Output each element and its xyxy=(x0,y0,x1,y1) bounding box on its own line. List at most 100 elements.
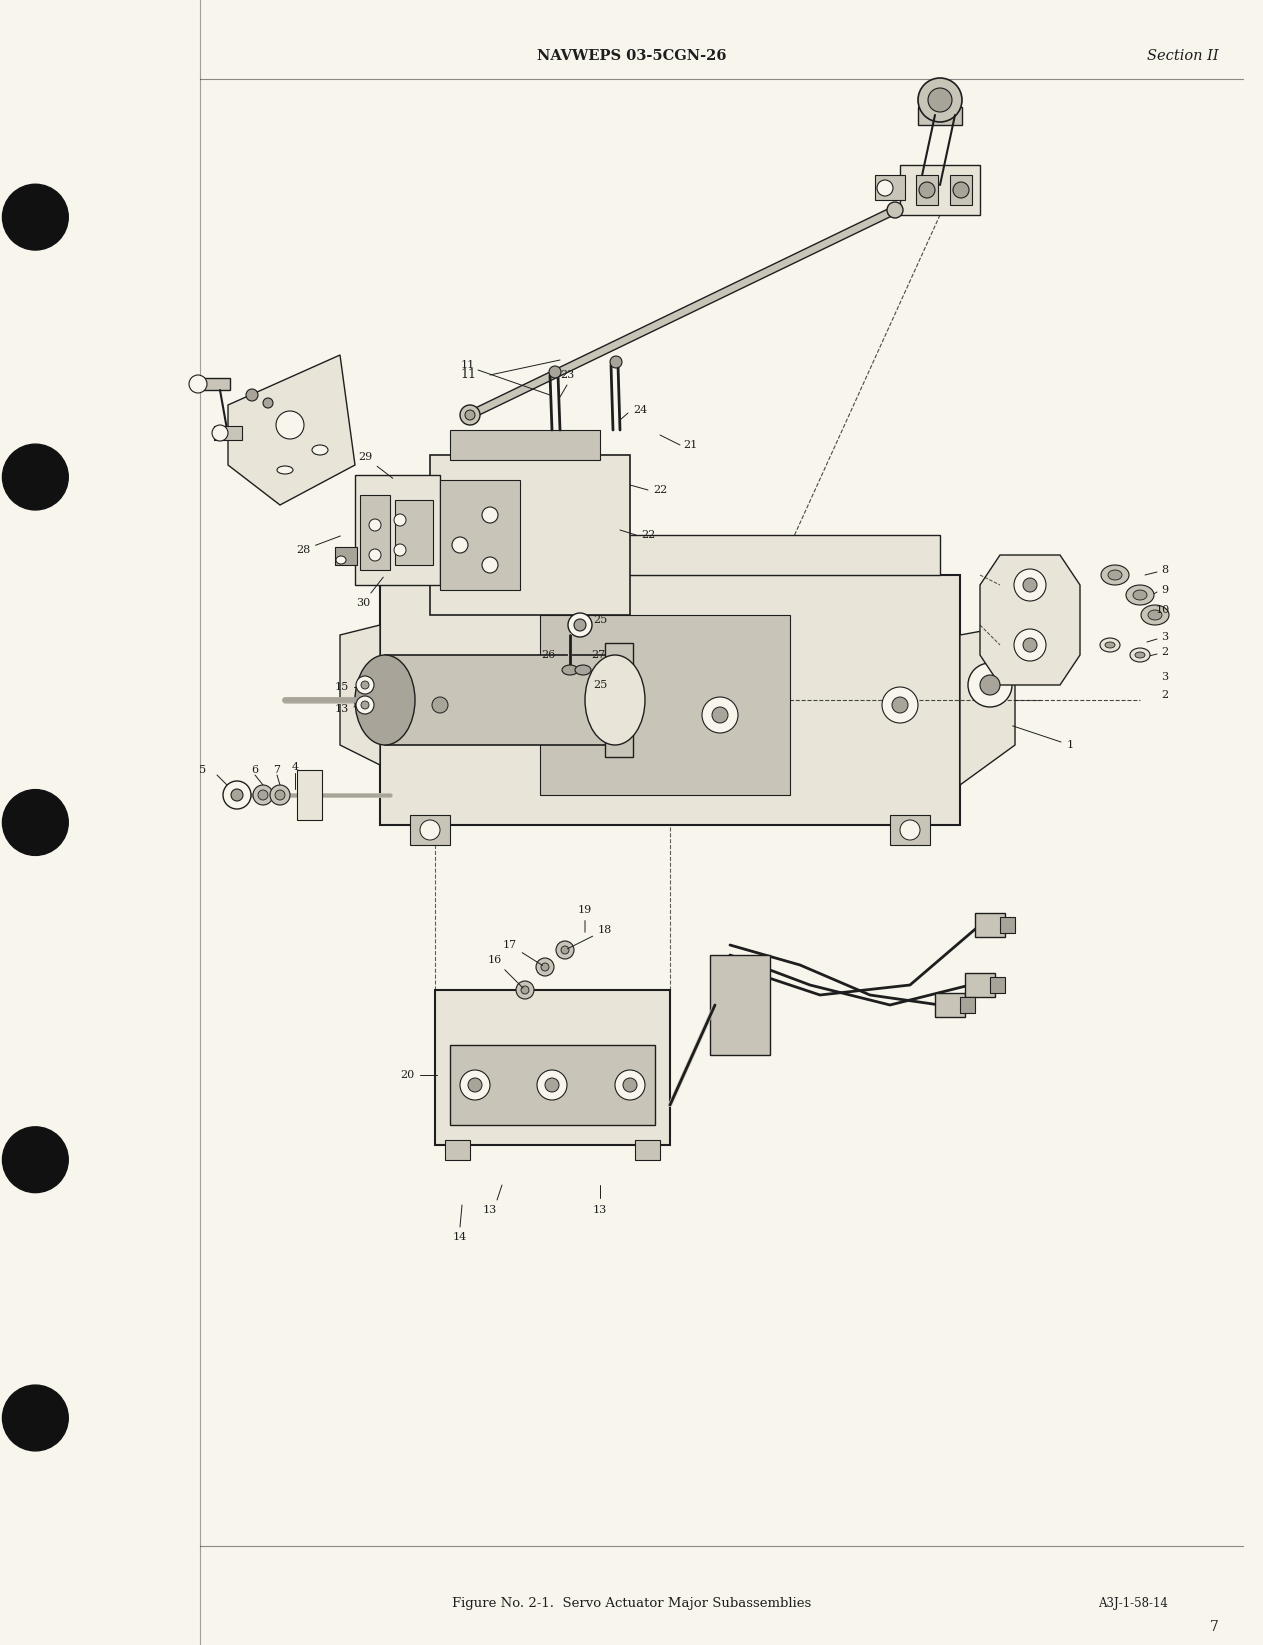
Ellipse shape xyxy=(421,819,440,841)
Text: 30: 30 xyxy=(356,577,383,609)
Text: 13: 13 xyxy=(482,1206,498,1216)
Bar xyxy=(400,535,940,576)
Ellipse shape xyxy=(482,558,498,572)
Ellipse shape xyxy=(277,466,293,474)
Ellipse shape xyxy=(394,513,405,526)
Text: Figure No. 2-1.  Servo Actuator Major Subassemblies: Figure No. 2-1. Servo Actuator Major Sub… xyxy=(452,1597,811,1609)
Bar xyxy=(918,107,962,125)
Bar xyxy=(450,1045,655,1125)
Text: 4: 4 xyxy=(292,762,298,772)
Ellipse shape xyxy=(1014,569,1046,600)
Text: 29: 29 xyxy=(357,452,393,479)
Ellipse shape xyxy=(536,957,554,975)
Bar xyxy=(935,994,965,1017)
Text: 20: 20 xyxy=(400,1069,414,1081)
Ellipse shape xyxy=(263,398,273,408)
Text: 21: 21 xyxy=(683,439,697,451)
Ellipse shape xyxy=(369,520,381,531)
Bar xyxy=(335,548,357,564)
Bar xyxy=(960,997,975,1013)
Ellipse shape xyxy=(562,665,578,674)
Ellipse shape xyxy=(469,1077,482,1092)
Text: 13: 13 xyxy=(335,704,349,714)
Ellipse shape xyxy=(432,697,448,712)
Text: 18: 18 xyxy=(567,924,613,949)
Text: 3: 3 xyxy=(1162,673,1168,683)
Bar xyxy=(195,378,230,390)
Text: 7: 7 xyxy=(1210,1620,1219,1633)
Text: 24: 24 xyxy=(633,405,647,415)
Text: 19: 19 xyxy=(578,905,592,933)
Polygon shape xyxy=(960,625,1015,785)
Text: 7: 7 xyxy=(274,765,280,775)
Circle shape xyxy=(3,444,68,510)
Text: 25: 25 xyxy=(592,615,608,625)
Ellipse shape xyxy=(394,544,405,556)
Ellipse shape xyxy=(465,410,475,419)
Bar xyxy=(901,164,980,215)
Ellipse shape xyxy=(231,790,242,801)
Text: 22: 22 xyxy=(640,530,655,540)
Text: 11: 11 xyxy=(461,360,475,370)
Text: 6: 6 xyxy=(251,765,259,775)
Ellipse shape xyxy=(246,388,258,401)
Ellipse shape xyxy=(585,655,645,745)
Ellipse shape xyxy=(877,179,893,196)
Ellipse shape xyxy=(882,688,918,724)
Ellipse shape xyxy=(549,365,561,378)
Text: A3J-1-58-14: A3J-1-58-14 xyxy=(1099,1597,1168,1609)
Text: 13: 13 xyxy=(592,1206,608,1216)
Ellipse shape xyxy=(361,681,369,689)
Text: 15: 15 xyxy=(335,683,349,693)
Bar xyxy=(429,456,630,615)
Bar xyxy=(541,615,789,795)
Ellipse shape xyxy=(460,405,480,424)
Ellipse shape xyxy=(522,985,529,994)
Bar xyxy=(710,956,770,1054)
Bar xyxy=(385,655,615,745)
Bar xyxy=(916,174,938,206)
Bar xyxy=(445,1140,470,1160)
Ellipse shape xyxy=(592,707,608,724)
Bar xyxy=(635,1140,661,1160)
Ellipse shape xyxy=(356,696,374,714)
Ellipse shape xyxy=(892,697,908,712)
Polygon shape xyxy=(229,355,355,505)
Text: 2: 2 xyxy=(1162,646,1168,656)
Ellipse shape xyxy=(369,549,381,561)
Ellipse shape xyxy=(573,619,586,632)
Bar xyxy=(990,977,1005,994)
Text: 5: 5 xyxy=(200,765,207,775)
Ellipse shape xyxy=(452,536,469,553)
Bar xyxy=(380,576,960,826)
Bar xyxy=(965,972,995,997)
Bar xyxy=(355,475,440,586)
Ellipse shape xyxy=(615,1069,645,1101)
Circle shape xyxy=(3,184,68,250)
Ellipse shape xyxy=(253,785,273,804)
Ellipse shape xyxy=(224,781,251,809)
Ellipse shape xyxy=(610,355,621,368)
Text: 11: 11 xyxy=(460,368,476,382)
Ellipse shape xyxy=(582,697,618,734)
Ellipse shape xyxy=(623,1077,637,1092)
Ellipse shape xyxy=(312,446,328,456)
Ellipse shape xyxy=(1108,571,1122,581)
Bar xyxy=(360,495,390,571)
Text: 17: 17 xyxy=(503,939,543,966)
Ellipse shape xyxy=(954,183,969,197)
Ellipse shape xyxy=(967,663,1012,707)
Bar xyxy=(1000,916,1015,933)
Ellipse shape xyxy=(270,785,290,804)
Ellipse shape xyxy=(1023,577,1037,592)
Ellipse shape xyxy=(1148,610,1162,620)
Ellipse shape xyxy=(1133,591,1147,600)
Polygon shape xyxy=(340,625,380,765)
Ellipse shape xyxy=(1023,638,1037,651)
Ellipse shape xyxy=(277,411,304,439)
Text: 2: 2 xyxy=(1162,689,1168,701)
Text: 8: 8 xyxy=(1162,564,1168,576)
Ellipse shape xyxy=(556,941,573,959)
Bar xyxy=(440,480,520,591)
Text: 27: 27 xyxy=(591,650,605,660)
